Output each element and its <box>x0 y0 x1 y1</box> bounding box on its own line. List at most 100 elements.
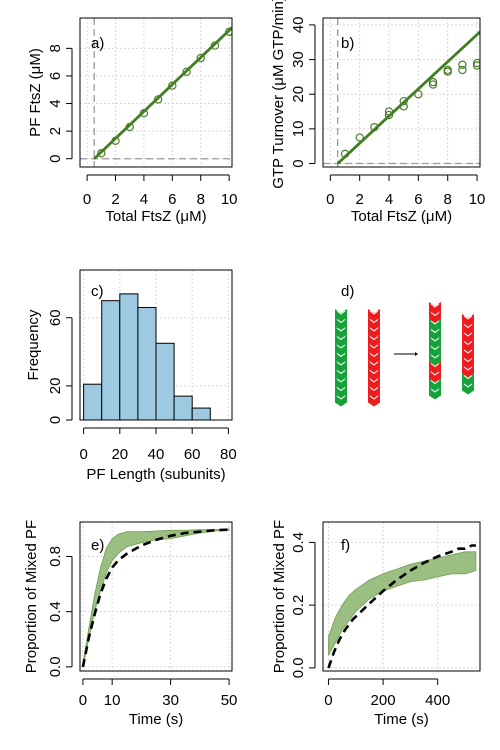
x-axis-label: PF Length (subunits) <box>86 466 225 483</box>
panel-tag: c) <box>91 283 104 300</box>
plot-area <box>327 544 477 669</box>
y-tick-label-3: 30 <box>290 51 307 68</box>
subunit-chevron-8 <box>369 378 379 383</box>
x-tick-label-1: 2 <box>111 191 119 208</box>
histogram-bar-6 <box>191 407 211 420</box>
x-tick-label-4: 8 <box>444 191 452 208</box>
subunit-chevron-7 <box>369 370 379 375</box>
subunit-chevron-5 <box>430 346 440 351</box>
model-curve <box>327 544 476 669</box>
data-point-9 <box>224 27 232 36</box>
subunit-chevron-0 <box>430 303 440 308</box>
x-tick-label-0: 0 <box>324 692 332 709</box>
x-tick-label-0: 0 <box>79 692 87 709</box>
y-axis-label: GTP Turnover (μM GTP/min) <box>270 0 287 189</box>
data-point-6 <box>399 96 408 106</box>
subunit-chevron-5 <box>336 353 346 358</box>
arrow-head <box>415 352 418 356</box>
data-point-5 <box>168 81 177 90</box>
simulation-band <box>82 528 230 667</box>
red-filament <box>368 309 380 407</box>
x-tick-label-0: 0 <box>326 191 334 208</box>
subunit-chevron-8 <box>463 383 473 388</box>
histogram-bar-1 <box>101 300 121 420</box>
subunit-chevron-2 <box>463 332 473 337</box>
x-axis-label: Time (s) <box>129 711 183 728</box>
x-tick-label-2: 30 <box>162 692 179 709</box>
red-green-filament <box>462 314 474 395</box>
data-point-2 <box>125 122 134 132</box>
fit-line <box>93 26 232 160</box>
y-axis-label: Frequency <box>25 309 42 380</box>
data-point-1 <box>111 136 120 145</box>
data-point-7 <box>414 90 423 99</box>
subunit-chevron-4 <box>430 337 440 342</box>
data-point-9 <box>428 77 438 87</box>
data-point-15 <box>472 58 480 68</box>
x-tick-label-1: 20 <box>111 446 128 463</box>
model-curve <box>81 528 230 668</box>
y-tick-label-4: 8 <box>47 44 64 52</box>
x-tick-label-1: 200 <box>371 692 396 709</box>
panel-d-schematic: d) <box>335 283 474 407</box>
y-axis-label: Proportion of Mixed PF <box>271 520 288 673</box>
data-point-6 <box>182 67 191 77</box>
y-tick-label-0: 0.0 <box>47 656 64 677</box>
data-point-3 <box>384 110 394 120</box>
green-filament <box>335 309 347 407</box>
plot-area <box>83 293 232 420</box>
y-tick-label-0: 0 <box>290 159 307 167</box>
subunit-chevron-2 <box>336 327 346 332</box>
data-point-3 <box>139 108 149 118</box>
y-tick-label-1: 0.4 <box>47 601 64 622</box>
panel-tag: a) <box>91 35 104 52</box>
data-point-8 <box>428 80 438 89</box>
x-tick-label-2: 4 <box>385 191 393 208</box>
subunit-chevron-1 <box>463 324 473 329</box>
x-axis-label: Total FtsZ (μM) <box>351 208 452 225</box>
data-point-0 <box>340 149 350 159</box>
data-point-4 <box>384 107 394 116</box>
plot-frame <box>322 521 481 672</box>
x-tick-label-4: 8 <box>197 191 205 208</box>
x-tick-label-2: 400 <box>425 692 450 709</box>
plot-area <box>81 528 230 668</box>
subunit-chevron-4 <box>463 349 473 354</box>
panel-tag: b) <box>341 35 354 52</box>
histogram-bar-5 <box>173 395 193 420</box>
x-tick-label-3: 6 <box>414 191 422 208</box>
plot-frame <box>79 17 233 168</box>
data-point-14 <box>472 61 480 70</box>
data-point-7 <box>196 53 205 63</box>
subunit-chevron-1 <box>369 319 379 324</box>
subunit-chevron-4 <box>369 344 379 349</box>
subunit-chevron-4 <box>336 344 346 349</box>
subunit-chevron-7 <box>336 370 346 375</box>
data-point-1 <box>355 133 364 142</box>
y-tick-label-2: 0.4 <box>290 532 307 553</box>
subunit-chevron-6 <box>463 366 473 371</box>
subunit-chevron-9 <box>369 387 379 392</box>
x-tick-label-3: 6 <box>168 191 176 208</box>
subunit-chevron-2 <box>369 327 379 332</box>
x-tick-label-3: 50 <box>221 692 238 709</box>
subunit-chevron-6 <box>369 361 379 366</box>
plot-area <box>80 18 232 167</box>
subunit-chevron-0 <box>336 310 346 315</box>
subunit-chevron-8 <box>430 371 440 376</box>
panel-f-mixed-pf-long: 0 200 400 0.0 0.2 0.4 Time (s) Proportion of Mi… <box>271 520 481 728</box>
x-axis-label: Total FtsZ (μM) <box>105 208 206 225</box>
y-tick-label-1: 0.2 <box>290 595 307 616</box>
y-tick-label-3: 6 <box>47 72 64 80</box>
plot-frame <box>322 17 481 168</box>
subunit-chevron-2 <box>430 320 440 325</box>
subunit-chevron-0 <box>369 310 379 315</box>
mixed-filament <box>429 302 441 400</box>
subunit-chevron-3 <box>463 341 473 346</box>
subunit-chevron-7 <box>430 363 440 368</box>
x-tick-label-1: 2 <box>356 191 364 208</box>
y-tick-label-0: 0 <box>47 416 64 424</box>
subunit-chevron-3 <box>430 329 440 334</box>
y-tick-label-0: 0.0 <box>290 657 307 678</box>
panel-c-histogram: 0 20 40 60 80 0 20 60 PF Length (subunits) Freque… <box>25 269 237 483</box>
